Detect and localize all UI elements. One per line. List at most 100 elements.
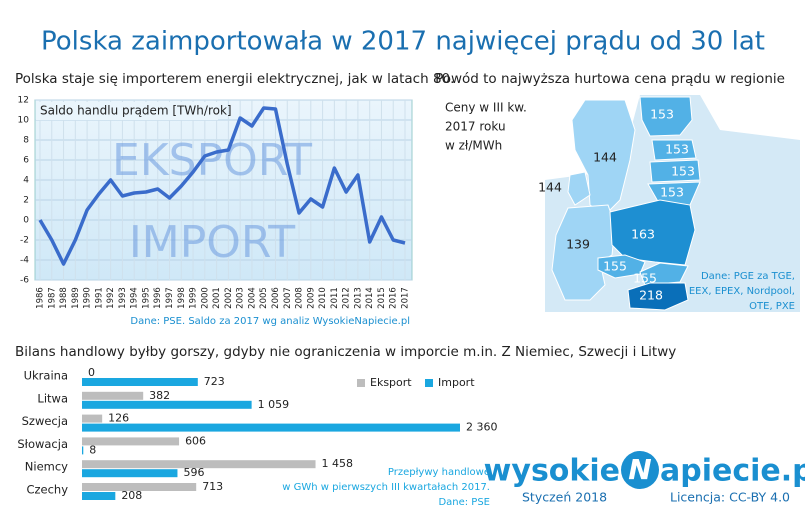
x-tick-label: 2017 xyxy=(401,287,411,309)
bar xyxy=(82,414,103,423)
y-tick-label: -2 xyxy=(20,236,29,246)
bar xyxy=(82,483,197,491)
price-label: 153 xyxy=(665,142,689,157)
x-tick-label: 2015 xyxy=(377,287,387,309)
country xyxy=(649,159,701,183)
bar-title: Bilans handlowy byłby gorszy, gdyby nie … xyxy=(15,344,676,360)
bar xyxy=(82,400,252,409)
bar xyxy=(82,391,144,400)
value-label: 723 xyxy=(204,375,225,388)
x-tick-label: 2013 xyxy=(353,287,363,309)
price-label: 153 xyxy=(660,185,684,200)
y-tick-label: 2 xyxy=(23,196,29,206)
country xyxy=(609,199,696,266)
bar xyxy=(82,446,84,455)
x-tick-label: 2009 xyxy=(306,287,316,309)
x-tick-label: 2007 xyxy=(283,287,293,309)
x-tick-label: 2001 xyxy=(212,287,222,309)
x-tick-label: 2000 xyxy=(200,287,210,309)
annotation: EKSPORT xyxy=(112,135,312,186)
price-label: 144 xyxy=(538,180,562,195)
country xyxy=(597,254,646,279)
bar xyxy=(82,492,116,500)
logo: apiecie.pl xyxy=(660,454,805,489)
title-bg xyxy=(36,102,218,120)
price-label: 153 xyxy=(671,164,695,179)
map-subtitle: w zł/MWh xyxy=(445,139,502,153)
x-tick-label: 2005 xyxy=(259,287,269,309)
x-tick-label: 1986 xyxy=(36,287,46,309)
x-tick-label: 2006 xyxy=(271,287,281,309)
x-tick-label: 1991 xyxy=(94,287,104,309)
x-tick-label: 2008 xyxy=(295,287,305,309)
value-label: 382 xyxy=(149,389,170,402)
value-label: 713 xyxy=(202,480,223,493)
bar xyxy=(82,437,180,446)
map-title: Powód to najwyższa hurtowa cena prądu w … xyxy=(435,71,785,87)
country xyxy=(651,139,697,161)
x-tick-label: 1999 xyxy=(189,287,199,309)
price-label: 155 xyxy=(633,271,657,286)
bar xyxy=(82,460,316,469)
value-label: 1 458 xyxy=(322,457,354,470)
category-label: Niemcy xyxy=(25,460,68,474)
date: Styczeń 2018 xyxy=(522,490,607,505)
x-tick-label: 1992 xyxy=(106,287,116,309)
value-label: 606 xyxy=(185,434,206,447)
note: Dane: PSE xyxy=(438,497,490,508)
logo: N xyxy=(628,453,651,486)
legend-label: Eksport xyxy=(370,376,412,389)
x-tick-label: 2004 xyxy=(247,287,257,309)
subtitle: Polska staje się importerem energii elek… xyxy=(15,71,454,87)
y-tick-label: -4 xyxy=(20,256,29,266)
x-tick-label: 1987 xyxy=(47,287,57,309)
price-label: 139 xyxy=(566,237,590,252)
main-title: Polska zaimportowała w 2017 najwięcej pr… xyxy=(41,27,765,57)
country xyxy=(567,171,591,206)
x-tick-label: 2016 xyxy=(389,287,399,309)
x-tick-label: 2002 xyxy=(224,287,234,309)
x-tick-label: 2010 xyxy=(318,287,328,309)
x-tick-label: 1996 xyxy=(153,287,163,309)
y-tick-label: 6 xyxy=(23,156,29,166)
legend-swatch xyxy=(425,379,433,387)
price-label: 218 xyxy=(639,288,663,303)
map-source: Dane: PGE za TGE, xyxy=(701,271,795,282)
x-tick-label: 2014 xyxy=(365,287,375,309)
value-label: 126 xyxy=(108,412,129,425)
logo-icon xyxy=(621,451,659,489)
line xyxy=(38,106,406,266)
value-label: 1 059 xyxy=(258,398,290,411)
y-tick-label: 4 xyxy=(23,176,29,186)
x-tick-label: 1998 xyxy=(177,287,187,309)
x-tick-label: 2003 xyxy=(236,287,246,309)
value-label: 2 360 xyxy=(466,421,498,434)
x-tick-label: 1989 xyxy=(71,287,81,309)
annotation: IMPORT xyxy=(129,217,295,268)
x-tick-label: 1990 xyxy=(83,287,93,309)
country xyxy=(639,96,693,137)
price-label: 153 xyxy=(650,107,674,122)
x-tick-label: 1994 xyxy=(130,287,140,309)
value-label: 208 xyxy=(121,489,142,502)
value-label: 596 xyxy=(183,466,204,479)
y-tick-label: 0 xyxy=(23,216,29,226)
category-label: Ukraina xyxy=(24,369,68,383)
x-tick-label: 1993 xyxy=(118,287,128,309)
bar xyxy=(82,469,178,478)
price-label: 163 xyxy=(631,227,655,242)
y-tick-label: 10 xyxy=(18,116,30,126)
map-subtitle: 2017 roku xyxy=(445,120,506,134)
license: Licencja: CC-BY 4.0 xyxy=(670,490,790,505)
country xyxy=(639,262,689,286)
x-tick-label: 1988 xyxy=(59,287,69,309)
y-tick-label: -6 xyxy=(20,276,29,286)
map-source: OTE, PXE xyxy=(749,301,795,312)
legend-swatch xyxy=(357,379,365,387)
y-tick-label: 12 xyxy=(18,96,29,106)
logo: wysokie xyxy=(484,454,620,489)
price-label: 144 xyxy=(593,150,617,165)
bar xyxy=(82,378,198,386)
legend-label: Import xyxy=(438,376,475,389)
